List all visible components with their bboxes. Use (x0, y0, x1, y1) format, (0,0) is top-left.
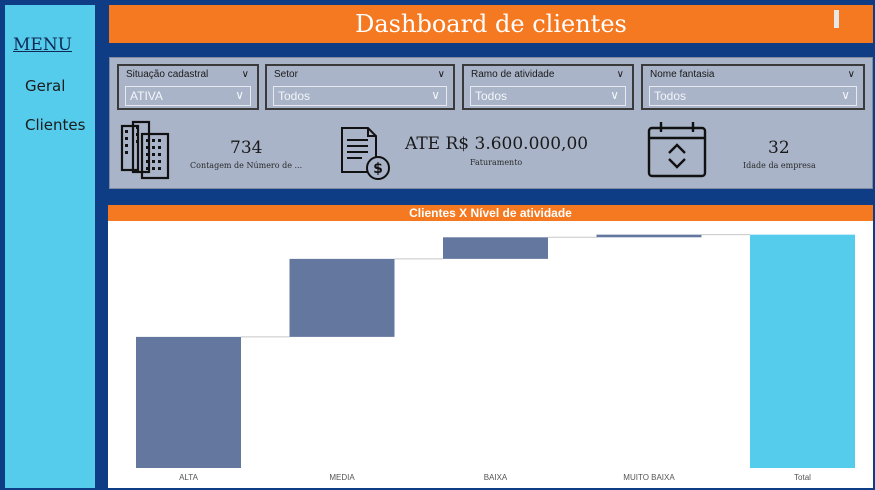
slicer-label: Ramo de atividade (471, 69, 555, 80)
menu-title: MENU (13, 35, 73, 55)
x-tick-label: ALTA (179, 473, 198, 482)
x-tick-label: MUITO BAIXA (623, 473, 675, 482)
x-tick-label: BAIXA (484, 473, 508, 482)
waterfall-chart-svg: ALTA MEDIA BAIXA MUITO BAIXA Total (136, 234, 855, 482)
page-header: Dashboard de clientes (109, 5, 873, 43)
slicer-situacao-cadastral[interactable]: Situação cadastral ∨ ATIVA ∨ (117, 64, 259, 110)
chart-title: Clientes X Nível de atividade (409, 206, 572, 220)
kpi-idade-label: Idade da empresa (743, 161, 816, 170)
buildings-icon (120, 120, 170, 180)
chevron-down-icon[interactable]: ∨ (610, 88, 619, 102)
header-marker (834, 10, 839, 28)
sidebar: MENU Geral Clientes (5, 5, 95, 488)
chart-header: Clientes X Nível de atividade (108, 205, 873, 221)
x-tick-label: Total (794, 473, 811, 482)
slicer-setor[interactable]: Setor ∨ Todos ∨ (265, 64, 455, 110)
slicer-label: Nome fantasia (650, 69, 715, 80)
chevron-down-icon[interactable]: ∨ (241, 69, 249, 80)
x-tick-label: MEDIA (329, 473, 355, 482)
calendar-icon (647, 122, 707, 178)
bar-alta[interactable] (136, 336, 241, 468)
slicer-ramo-de-atividade[interactable]: Ramo de atividade ∨ Todos ∨ (462, 64, 634, 110)
waterfall-chart: ALTA MEDIA BAIXA MUITO BAIXA Total (108, 221, 873, 488)
svg-text:$: $ (373, 161, 383, 177)
slicer-dropdown[interactable]: Todos ∨ (470, 86, 626, 106)
chevron-down-icon[interactable]: ∨ (616, 69, 624, 80)
bar-total[interactable] (750, 234, 855, 468)
chevron-down-icon[interactable]: ∨ (841, 88, 850, 102)
bar-media[interactable] (289, 258, 395, 337)
slicer-dropdown[interactable]: Todos ∨ (273, 86, 447, 106)
slicer-label: Setor (274, 69, 298, 80)
chevron-down-icon[interactable]: ∨ (847, 69, 855, 80)
slicer-value: Todos (654, 89, 687, 103)
slicer-value: ATIVA (130, 89, 163, 103)
invoice-dollar-icon: $ (341, 127, 390, 180)
kpi-contagem-value: 734 (230, 138, 263, 158)
kpi-faturamento-label: Faturamento (470, 158, 523, 167)
sidebar-item-geral[interactable]: Geral (25, 77, 66, 95)
kpi-contagem-label: Contagem de Número de ... (190, 161, 303, 170)
bar-baixa[interactable] (443, 237, 548, 259)
slicer-dropdown[interactable]: Todos ∨ (649, 86, 857, 106)
slicer-label: Situação cadastral (126, 69, 209, 80)
chevron-down-icon[interactable]: ∨ (437, 69, 445, 80)
bar-muito-baixa[interactable] (596, 234, 702, 238)
kpi-faturamento-value: ATE R$ 3.600.000,00 (405, 134, 589, 154)
chevron-down-icon[interactable]: ∨ (235, 88, 244, 102)
kpi-idade-value: 32 (768, 138, 790, 158)
slicer-value: Todos (278, 89, 311, 103)
page-title: Dashboard de clientes (355, 10, 627, 38)
chevron-down-icon[interactable]: ∨ (431, 88, 440, 102)
slicer-value: Todos (475, 89, 508, 103)
filter-panel: Situação cadastral ∨ ATIVA ∨ Setor ∨ Tod… (109, 57, 873, 189)
slicer-nome-fantasia[interactable]: Nome fantasia ∨ Todos ∨ (641, 64, 865, 110)
sidebar-item-clientes[interactable]: Clientes (25, 116, 86, 134)
slicer-dropdown[interactable]: ATIVA ∨ (125, 86, 251, 106)
